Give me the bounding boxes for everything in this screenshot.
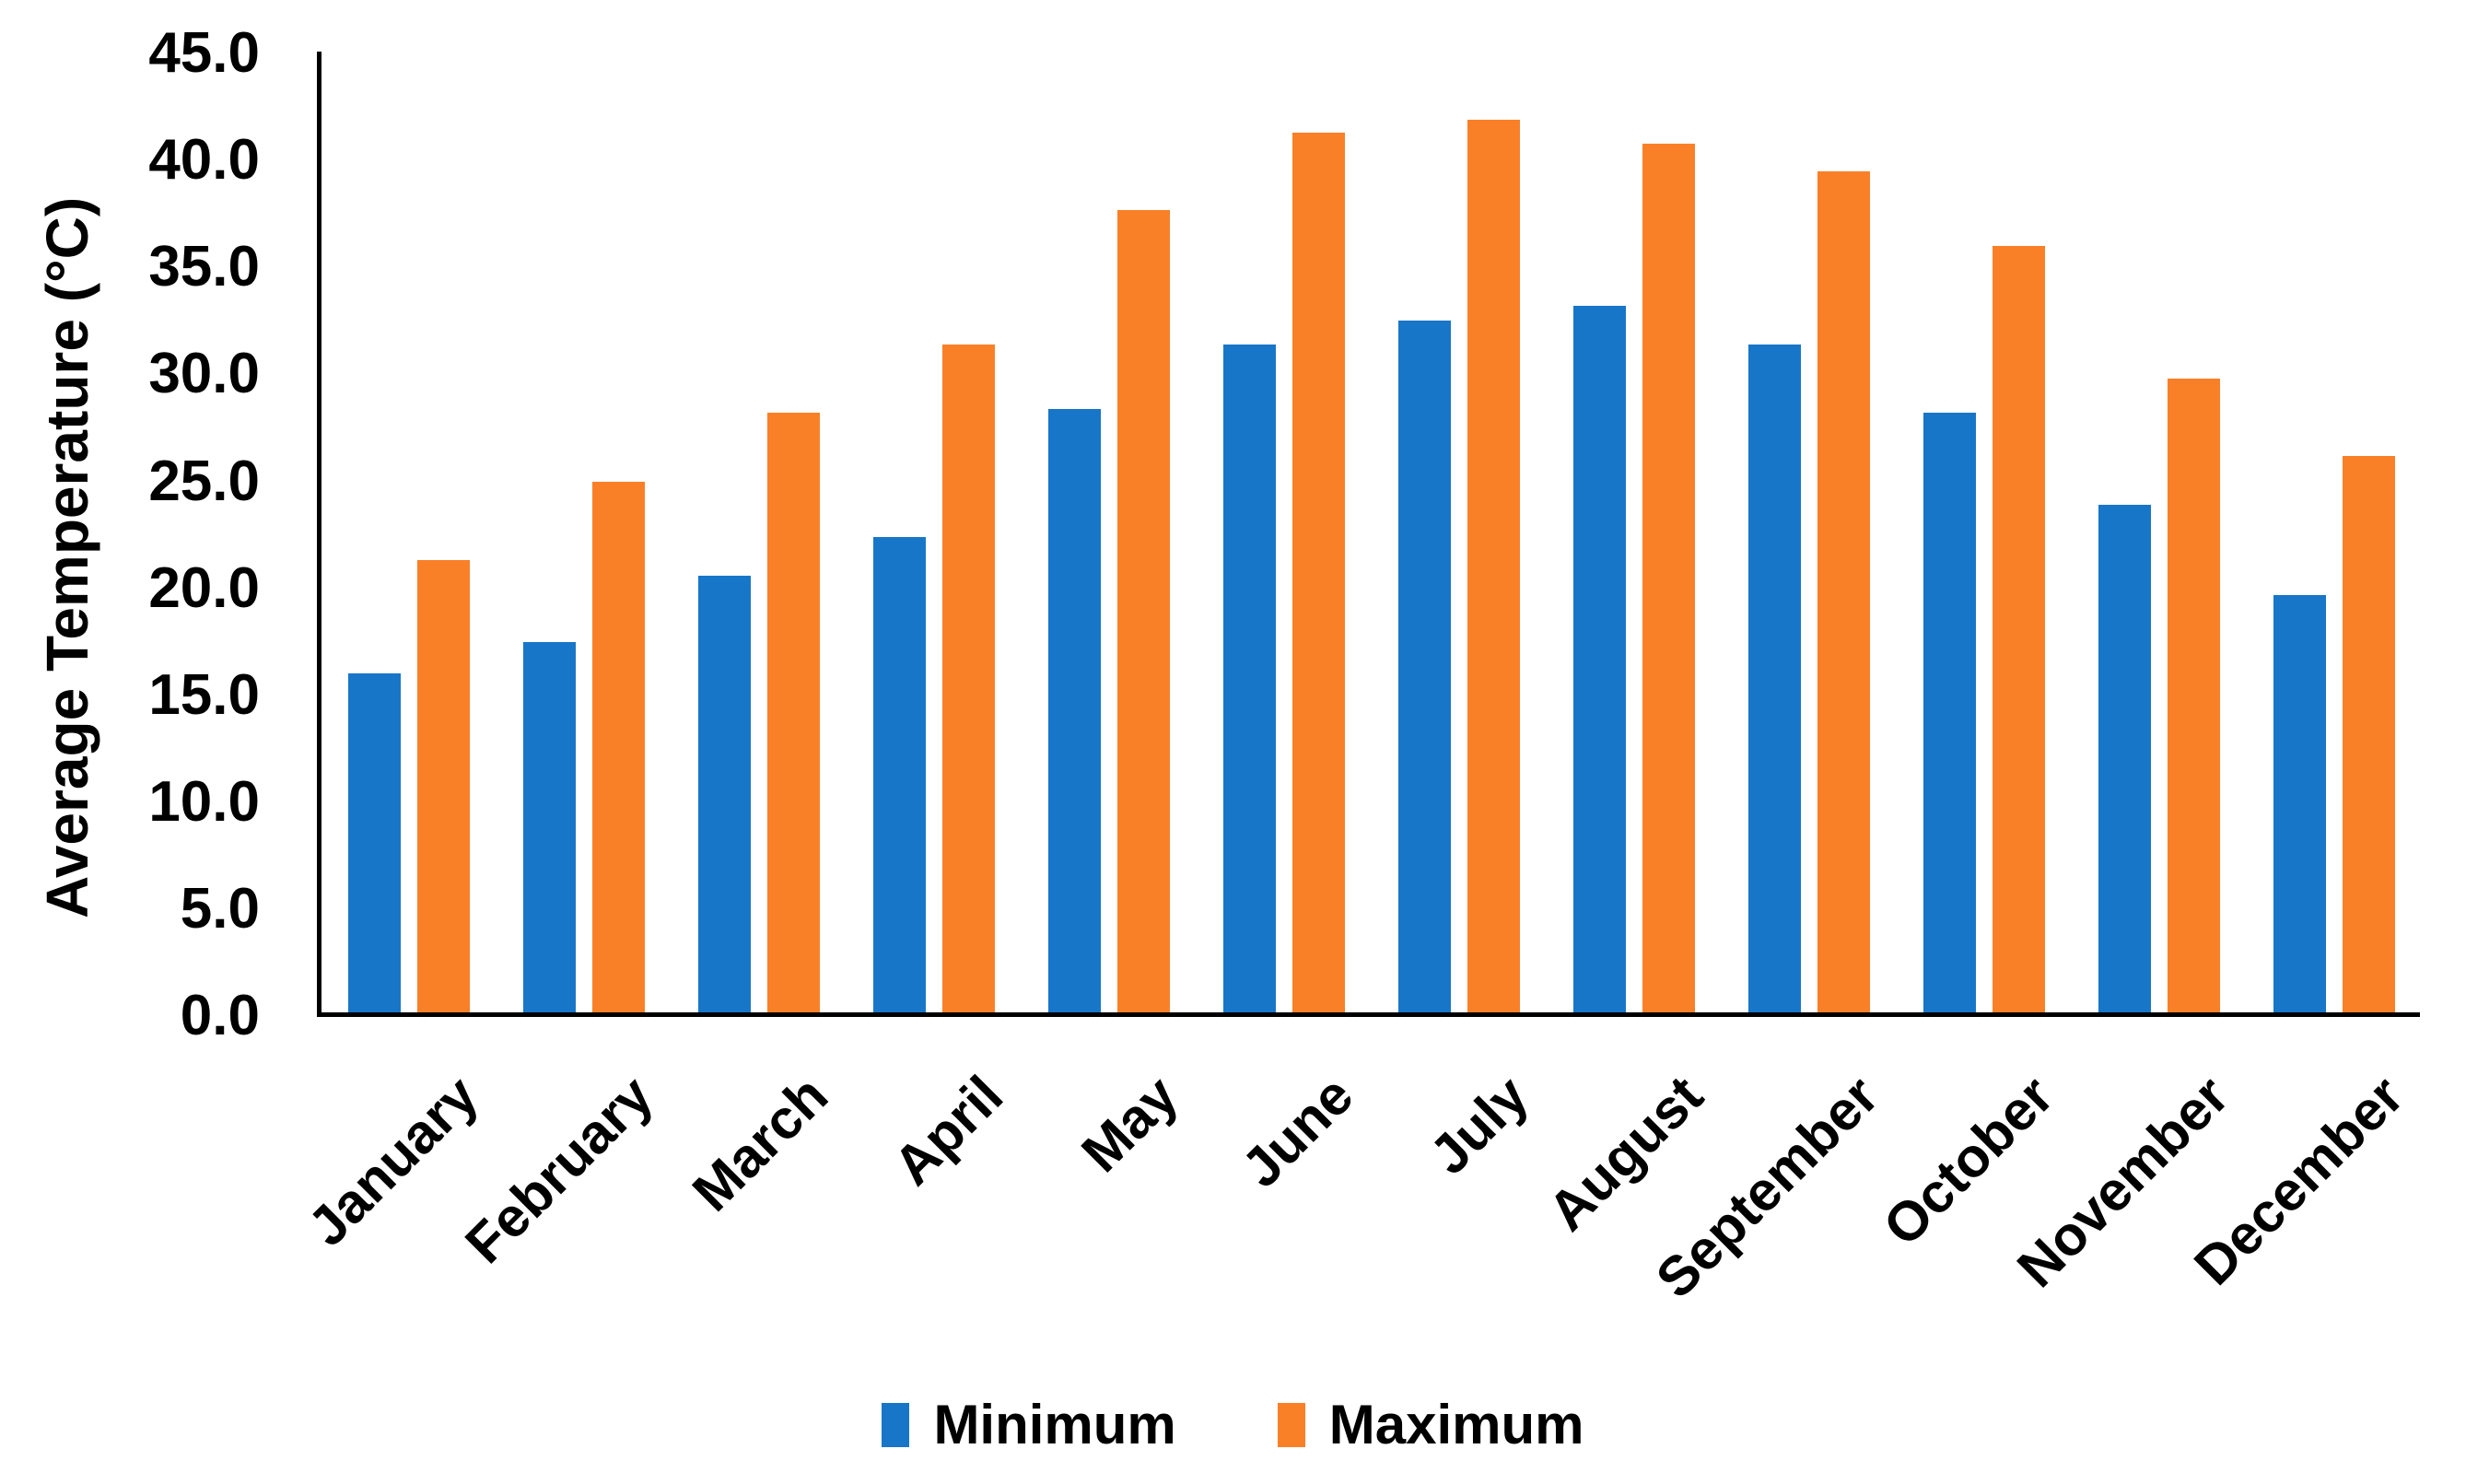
y-tick-label-35.0: 35.0: [148, 235, 260, 299]
y-tick-label-20.0: 20.0: [148, 555, 260, 620]
bar-minimum-january: [348, 673, 401, 1016]
bar-minimum-june: [1223, 344, 1276, 1016]
x-category-label-july: July: [1418, 1064, 1540, 1186]
y-axis-line: [317, 52, 321, 1017]
bar-minimum-february: [523, 641, 576, 1016]
bar-maximum-november: [2168, 379, 2220, 1016]
bar-minimum-november: [2098, 505, 2151, 1016]
y-tick-label-25.0: 25.0: [148, 449, 260, 513]
bar-maximum-june: [1292, 133, 1345, 1016]
y-tick-label-30.0: 30.0: [148, 342, 260, 406]
bar-minimum-july: [1398, 321, 1451, 1016]
x-category-label-june: June: [1230, 1064, 1365, 1199]
legend-label-minimum: Minimum: [933, 1394, 1176, 1455]
y-tick-label-45.0: 45.0: [148, 21, 260, 86]
bar-minimum-october: [1923, 413, 1976, 1016]
bar-minimum-april: [873, 536, 926, 1016]
bar-minimum-december: [2273, 594, 2326, 1016]
y-tick-label-0.0: 0.0: [180, 984, 260, 1047]
bar-maximum-september: [1817, 170, 1870, 1016]
y-tick-label-40.0: 40.0: [148, 128, 260, 193]
bar-minimum-august: [1573, 306, 1626, 1016]
legend-swatch-minimum: [882, 1403, 910, 1447]
bar-maximum-april: [942, 344, 995, 1016]
bar-maximum-october: [1993, 246, 2045, 1016]
bar-maximum-august: [1642, 143, 1695, 1016]
y-tick-label-5.0: 5.0: [180, 876, 260, 941]
legend-item-maximum: Maximum: [1277, 1394, 1584, 1455]
x-category-label-april: April: [882, 1064, 1015, 1198]
bar-maximum-may: [1117, 209, 1170, 1016]
bar-minimum-may: [1048, 408, 1101, 1016]
bar-maximum-february: [592, 481, 645, 1016]
bar-minimum-march: [698, 575, 751, 1016]
y-tick-label-10.0: 10.0: [148, 769, 260, 834]
chart-legend: Minimum Maximum: [0, 1393, 2466, 1457]
bar-minimum-september: [1748, 344, 1801, 1016]
x-category-label-august: August: [1537, 1064, 1715, 1243]
legend-item-minimum: Minimum: [882, 1394, 1176, 1455]
x-category-label-february: February: [453, 1064, 665, 1276]
x-axis-line: [317, 1012, 2420, 1017]
bar-maximum-march: [767, 413, 820, 1016]
bar-maximum-january: [417, 560, 470, 1016]
bar-maximum-july: [1467, 120, 1520, 1016]
x-category-label-march: March: [681, 1064, 840, 1223]
x-category-label-may: May: [1069, 1064, 1190, 1185]
bar-maximum-december: [2343, 455, 2395, 1016]
legend-label-maximum: Maximum: [1328, 1394, 1584, 1455]
legend-swatch-maximum: [1277, 1403, 1305, 1447]
y-tick-label-15.0: 15.0: [148, 662, 260, 727]
